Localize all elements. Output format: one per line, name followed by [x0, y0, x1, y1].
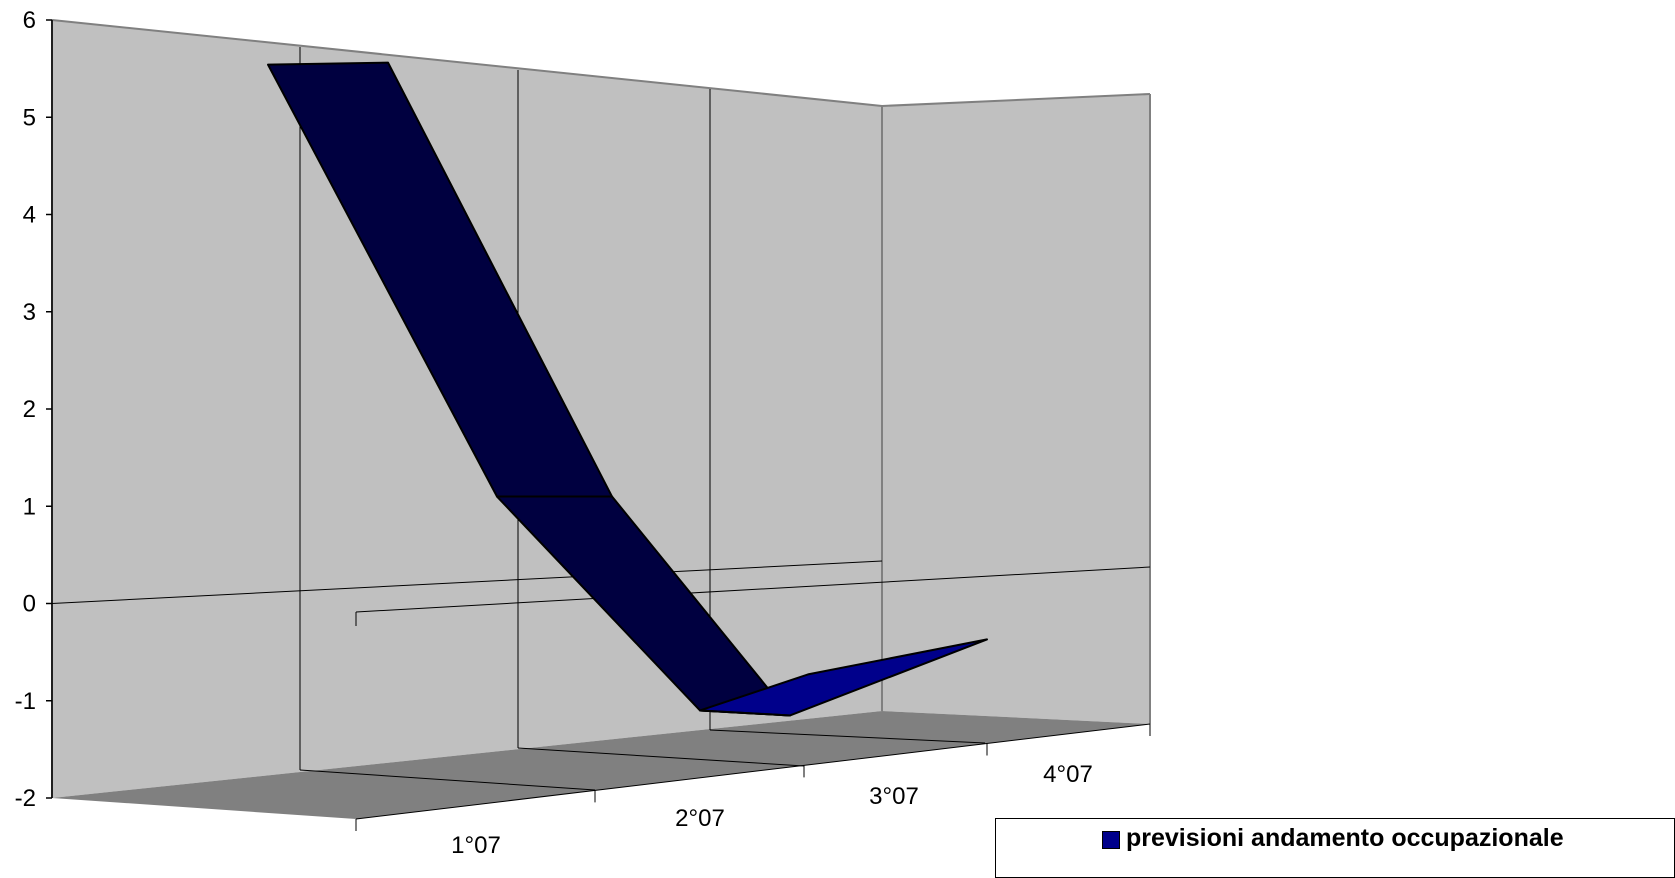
legend-swatch	[1102, 831, 1120, 849]
legend-label: previsioni andamento occupazionale	[1126, 824, 1564, 853]
y-tick-label-7: 0	[23, 591, 36, 618]
y-tick-label-1: 6	[23, 7, 36, 34]
y-tick-label-3: 4	[23, 202, 36, 229]
y-tick-label-5: 2	[23, 396, 36, 423]
x-tick-label-3: 3°07	[869, 783, 919, 810]
y-tick-label-8: -1	[15, 688, 36, 715]
x-tick-label-1: 1°07	[451, 832, 501, 859]
x-tick-label-4: 4°07	[1043, 761, 1093, 788]
back-wall	[52, 20, 1150, 798]
x-tick-label-2: 2°07	[675, 805, 725, 832]
legend: previsioni andamento occupazionale	[995, 818, 1675, 878]
y-tick-label-2: 5	[23, 104, 36, 131]
y-tick-label-9: -2	[15, 785, 36, 812]
y-axis: 6 5 4 3 2 1 0 -1 -2	[15, 7, 52, 812]
y-tick-label-6: 1	[23, 493, 36, 520]
y-tick-label-4: 3	[23, 299, 36, 326]
